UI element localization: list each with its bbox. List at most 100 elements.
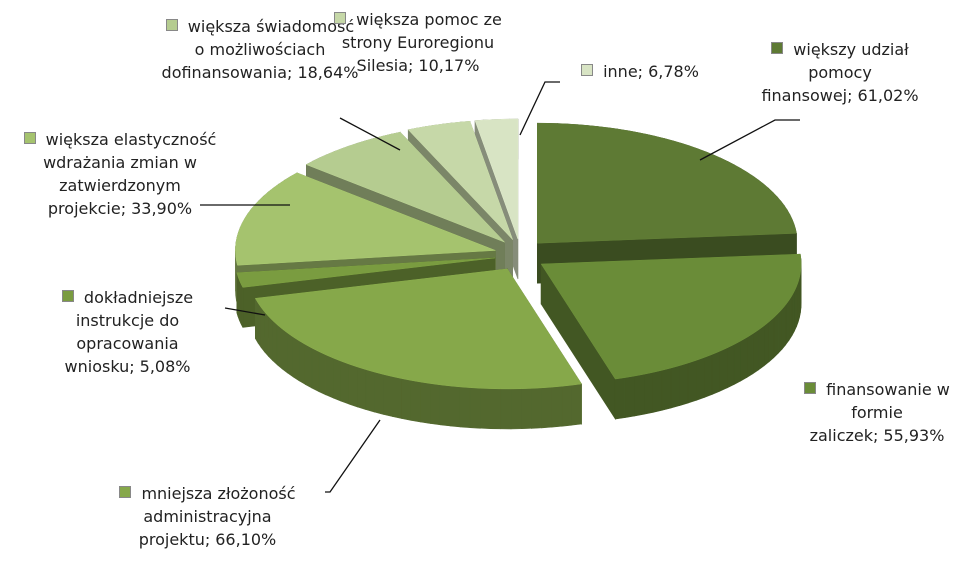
- slice-side: [752, 329, 759, 375]
- slice: [254, 267, 582, 430]
- slice-side: [510, 388, 522, 430]
- legend-swatch: [581, 64, 594, 76]
- value-label: 61,02%: [857, 86, 919, 105]
- slice-side: [763, 321, 770, 367]
- slice-side: [311, 347, 320, 392]
- legend-swatch: [119, 486, 132, 498]
- slice-side: [459, 386, 471, 429]
- slice-side: [661, 367, 672, 411]
- slice-side: [325, 354, 334, 399]
- value-label: 33,90%: [131, 199, 193, 218]
- slice-side: [268, 315, 273, 362]
- category-label: inne;: [603, 62, 644, 81]
- slice-side: [383, 374, 393, 417]
- slice-side: [781, 303, 787, 350]
- data-label: większa świadomość o możliwościach dofin…: [160, 15, 360, 84]
- slice-side: [264, 311, 269, 358]
- data-label: inne; 6,78%: [555, 60, 725, 83]
- legend-swatch: [165, 19, 178, 31]
- slice-side: [304, 343, 313, 389]
- slice-side: [794, 286, 797, 332]
- slice-side: [520, 388, 532, 430]
- slice-side: [420, 381, 431, 424]
- slice-side: [679, 362, 689, 406]
- category-label: dokładniejsze instrukcje do opracowania …: [64, 288, 194, 376]
- category-label: większa elastyczność wdrażania zmian w z…: [43, 130, 217, 218]
- slice-side: [374, 371, 384, 415]
- slice-side: [541, 386, 552, 429]
- slice-side: [449, 385, 461, 428]
- slice-side: [500, 388, 512, 430]
- slice-side: [298, 340, 306, 385]
- category-label: większa świadomość o możliwościach dofin…: [161, 17, 355, 82]
- slice-side: [255, 297, 259, 344]
- leader-line: [699, 119, 800, 161]
- value-label: 66,10%: [215, 530, 277, 549]
- category-label: większa pomoc ze strony Euroregionu Sile…: [341, 10, 502, 75]
- slice-side: [392, 376, 402, 419]
- slice-side: [687, 359, 697, 404]
- slice-side: [287, 332, 294, 378]
- slice-side: [257, 301, 262, 349]
- value-label: 18,64%: [297, 63, 359, 82]
- slice-side: [340, 360, 350, 405]
- data-label: mniejsza złożoność administracyjna proje…: [80, 482, 335, 551]
- slice-side: [571, 383, 582, 426]
- slice-side: [551, 385, 563, 428]
- slice-side: [726, 344, 735, 389]
- slice-side: [740, 336, 748, 382]
- slice-side: [430, 383, 441, 426]
- slice-side: [469, 387, 481, 429]
- slice-side: [768, 316, 775, 363]
- data-label: większa pomoc ze strony Euroregionu Sile…: [318, 8, 518, 77]
- slice-top: [235, 172, 496, 266]
- slice-side: [670, 365, 681, 409]
- legend-swatch: [334, 12, 347, 24]
- slice-side: [704, 353, 713, 398]
- slice-side: [788, 294, 793, 342]
- category-label: mniejsza złożoność administracyjna proje…: [138, 484, 296, 549]
- slice-side: [357, 366, 367, 410]
- slice-side: [634, 373, 645, 417]
- slice-side: [791, 291, 795, 336]
- slice-side: [318, 351, 327, 396]
- slice-side: [348, 363, 358, 408]
- slice-side: [490, 388, 502, 430]
- slice-side: [240, 283, 244, 328]
- slice-side: [281, 328, 288, 374]
- legend-swatch: [771, 42, 784, 54]
- data-label: większa elastyczność wdrażania zmian w z…: [5, 128, 235, 220]
- slice-side: [410, 380, 421, 423]
- leader-line: [519, 81, 560, 136]
- slice-side: [439, 384, 451, 427]
- legend-swatch: [61, 290, 74, 302]
- slice-side: [292, 336, 300, 382]
- value-label: 6,78%: [648, 62, 699, 81]
- legend-swatch: [804, 382, 817, 394]
- value-label: 55,93%: [883, 426, 945, 445]
- slice-side: [365, 369, 375, 413]
- data-label: większy udział pomocy finansowej; 61,02%: [740, 38, 940, 107]
- leader-line: [325, 419, 381, 493]
- category-label: większy udział pomocy finansowej;: [761, 40, 909, 105]
- data-label: dokładniejsze instrukcje do opracowania …: [25, 286, 230, 378]
- category-label: finansowanie w formie zaliczek;: [809, 380, 950, 445]
- slice-top: [540, 253, 802, 380]
- slice-top: [407, 121, 513, 240]
- slice-side: [333, 357, 342, 402]
- slice-top: [305, 132, 505, 243]
- slice: [540, 253, 802, 421]
- slice-side: [719, 347, 728, 392]
- slice-side: [773, 312, 779, 359]
- value-label: 5,08%: [139, 357, 191, 376]
- slice-side: [531, 387, 542, 429]
- leader-line: [339, 117, 401, 151]
- slice-top: [236, 257, 495, 288]
- slice-side: [785, 299, 790, 346]
- slice-top: [254, 268, 582, 390]
- slice-side: [777, 308, 783, 355]
- slice-side: [624, 375, 635, 418]
- slice-side: [733, 340, 741, 386]
